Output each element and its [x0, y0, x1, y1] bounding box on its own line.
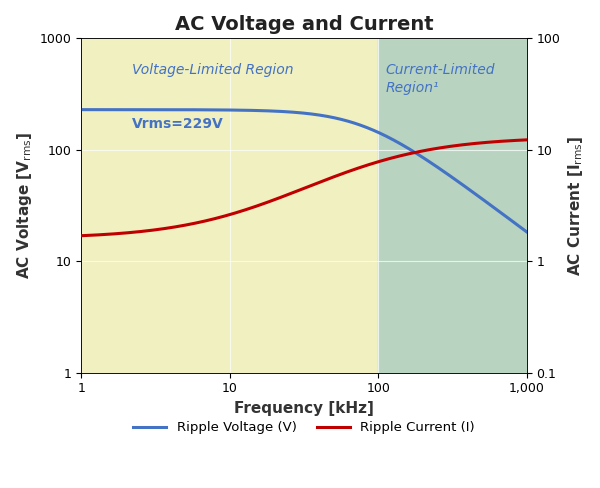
Text: Vrms=229V: Vrms=229V	[132, 117, 224, 131]
Bar	[81, 39, 378, 372]
Legend: Ripple Voltage (V), Ripple Current (I): Ripple Voltage (V), Ripple Current (I)	[128, 416, 480, 440]
Y-axis label: AC Current [I$_\mathrm{rms}$]: AC Current [I$_\mathrm{rms}$]	[566, 135, 585, 276]
X-axis label: Frequency [kHz]: Frequency [kHz]	[234, 401, 374, 416]
Y-axis label: AC Voltage [V$_\mathrm{rms}$]: AC Voltage [V$_\mathrm{rms}$]	[15, 132, 34, 279]
Bar	[378, 39, 527, 372]
Title: AC Voltage and Current: AC Voltage and Current	[175, 15, 433, 34]
Text: Current-Limited
Region¹: Current-Limited Region¹	[386, 63, 495, 96]
Text: Voltage-Limited Region: Voltage-Limited Region	[132, 63, 293, 77]
